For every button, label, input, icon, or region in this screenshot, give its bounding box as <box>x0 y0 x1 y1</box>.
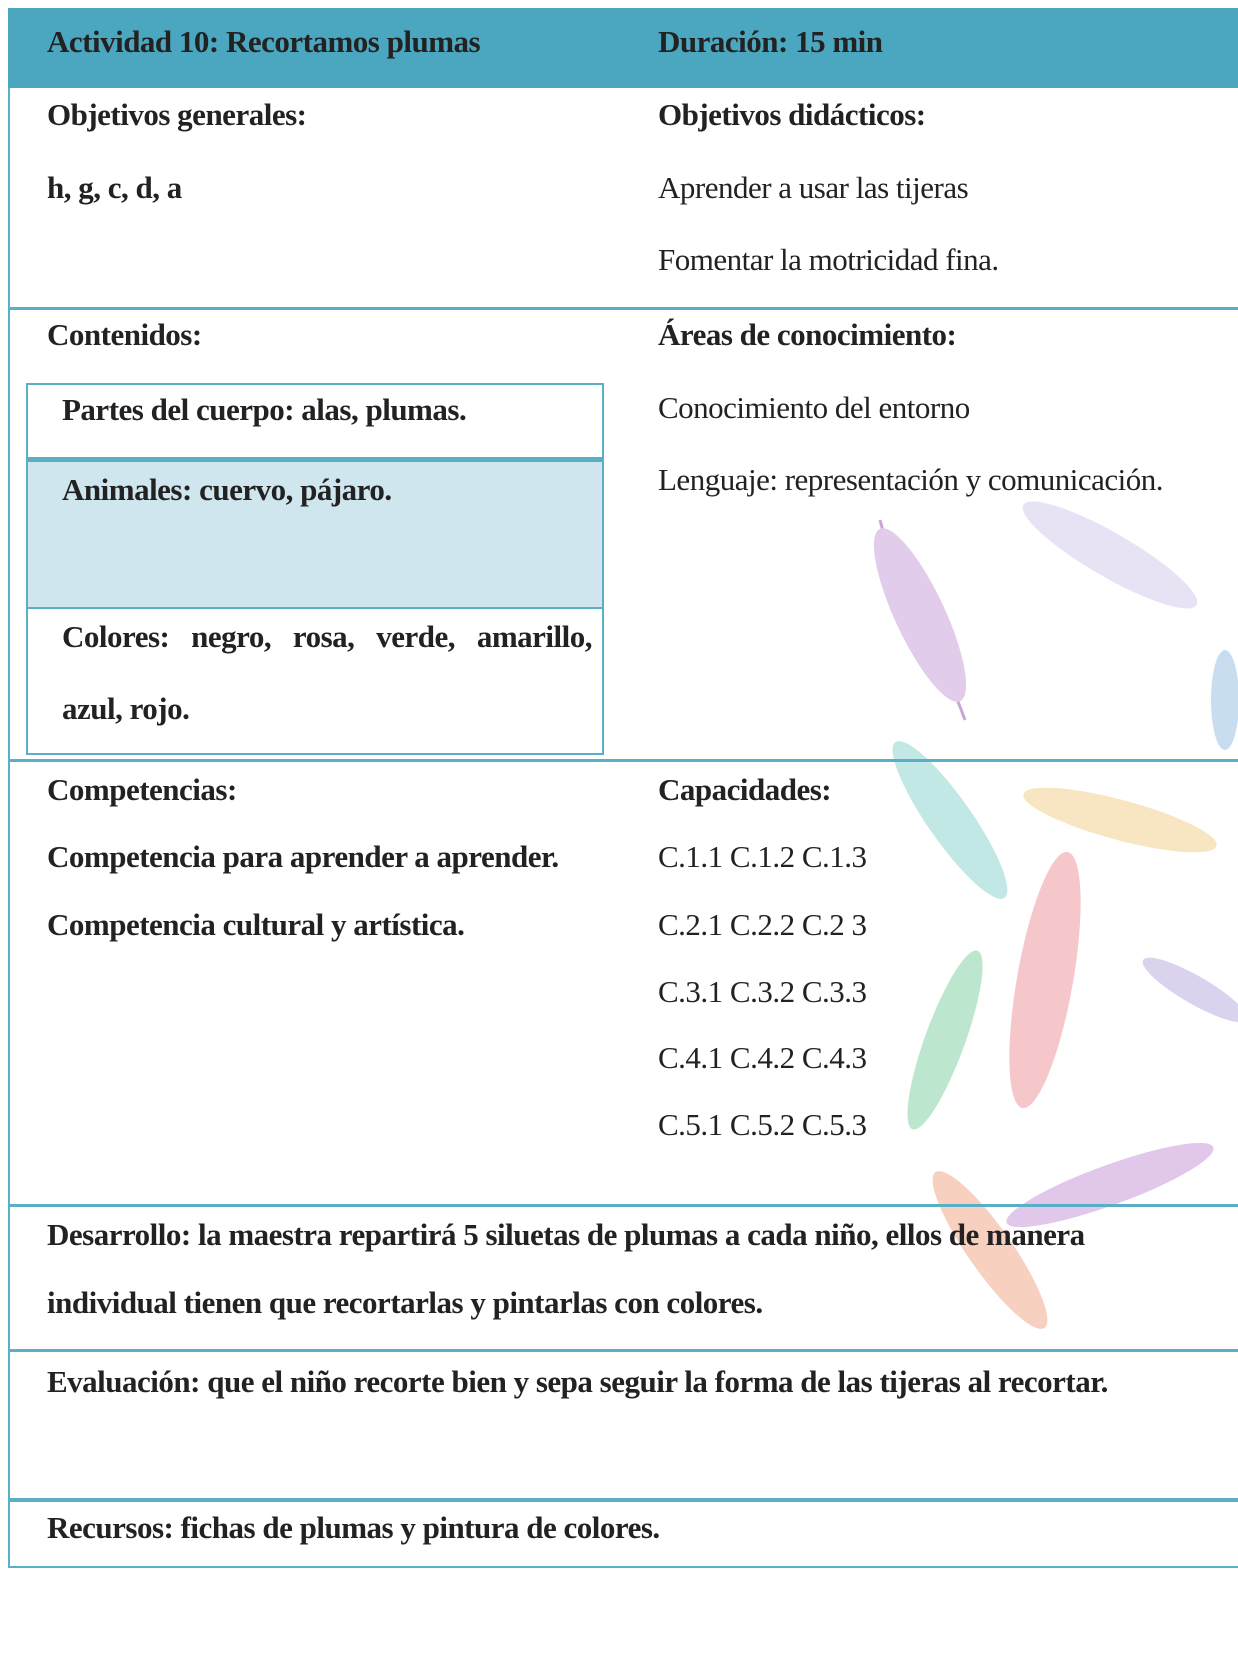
section-title: Objetivos didácticos: <box>658 97 926 132</box>
text: C.3.1 C.3.2 C.3.3 <box>658 974 867 1009</box>
text: Colores: negro, rosa, verde, amarillo, a… <box>62 619 593 726</box>
divider <box>8 1204 1238 1207</box>
text: C.5.1 C.5.2 C.5.3 <box>658 1107 867 1142</box>
left-border <box>8 88 10 1568</box>
contents-highlight <box>28 462 602 608</box>
text: C.4.1 C.4.2 C.4.3 <box>658 1040 867 1075</box>
text: Competencia para aprender a aprender. <box>47 839 559 874</box>
section-title: Competencias: <box>47 772 237 807</box>
text: Conocimiento del entorno <box>658 390 970 425</box>
text: C.1.1 C.1.2 C.1.3 <box>658 839 867 874</box>
divider <box>8 1498 1238 1502</box>
divider <box>8 307 1238 310</box>
divider <box>8 1566 1238 1568</box>
text: h, g, c, d, a <box>47 170 182 205</box>
text: Aprender a usar las tijeras <box>658 170 969 205</box>
section-title: Capacidades: <box>658 772 832 807</box>
text: C.2.1 C.2.2 C.2 3 <box>658 907 867 942</box>
development: Desarrollo: la maestra repartirá 5 silue… <box>47 1217 1085 1320</box>
activity-title: Actividad 10: Recortamos plumas <box>47 24 481 59</box>
text: Lenguaje: representación y comunicación. <box>658 462 1164 497</box>
divider <box>8 1349 1238 1352</box>
header-bar <box>8 8 1238 88</box>
text: Competencia cultural y artística. <box>47 907 465 942</box>
section-title: Contenidos: <box>47 317 202 352</box>
divider <box>26 457 604 462</box>
text: Fomentar la motricidad fina. <box>658 242 999 277</box>
evaluation: Evaluación: que el niño recorte bien y s… <box>47 1364 1108 1399</box>
divider <box>26 607 604 609</box>
text: Partes del cuerpo: alas, plumas. <box>62 392 467 427</box>
divider <box>8 759 1238 762</box>
section-title: Áreas de conocimiento: <box>658 317 957 352</box>
section-title: Objetivos generales: <box>47 97 307 132</box>
resources: Recursos: fichas de plumas y pintura de … <box>47 1510 660 1545</box>
text: Animales: cuervo, pájaro. <box>62 472 392 507</box>
contents-box <box>26 383 604 755</box>
duration: Duración: 15 min <box>658 24 883 59</box>
